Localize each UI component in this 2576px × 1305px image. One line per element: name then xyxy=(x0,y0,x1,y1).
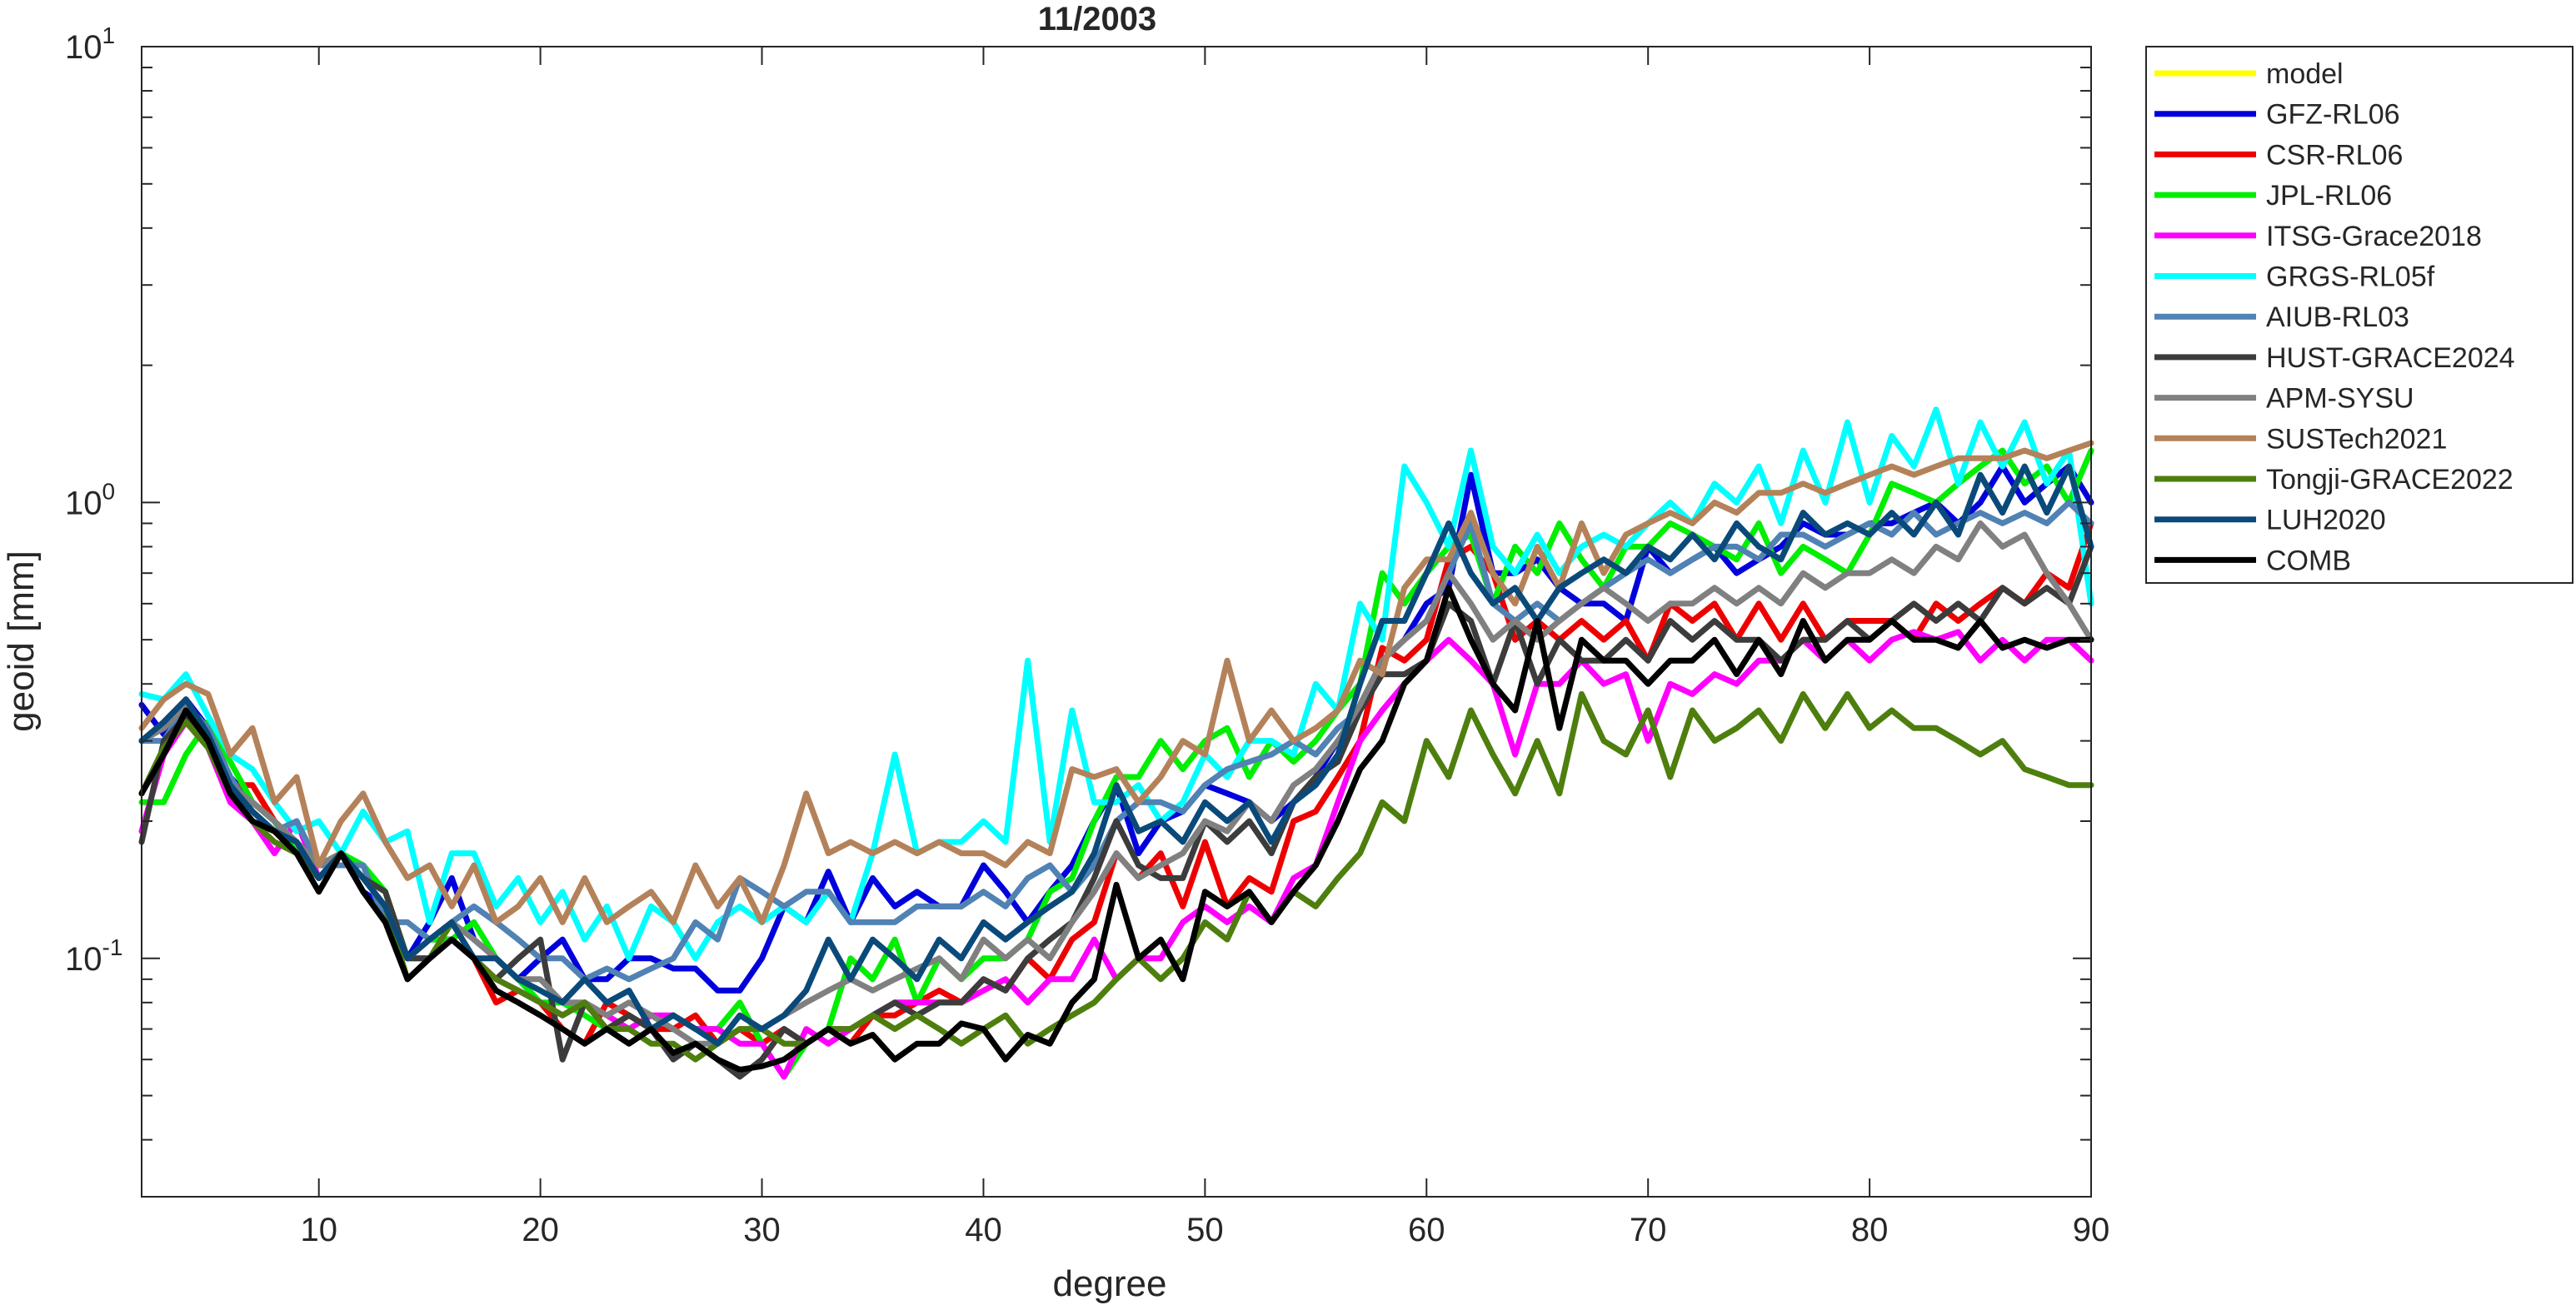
series-line-apm-sysu xyxy=(138,520,2094,1047)
series-line-jpl-rl06 xyxy=(138,447,2094,1080)
y-tick-label: 101 xyxy=(65,22,115,66)
y-tick-label: 100 xyxy=(65,478,115,521)
chart-title: 11/2003 xyxy=(1038,1,1156,37)
series-line-comb xyxy=(138,585,2094,1073)
legend-label: CSR-RL06 xyxy=(2266,139,2403,171)
x-tick-label: 50 xyxy=(1186,1212,1224,1248)
x-tick-label: 80 xyxy=(1851,1212,1889,1248)
legend-label: LUH2020 xyxy=(2266,505,2386,536)
y-axis-label: geoid [mm] xyxy=(1,550,42,732)
legend-label: JPL-RL06 xyxy=(2266,180,2392,212)
x-axis-label: degree xyxy=(1052,1263,1166,1304)
legend-label: ITSG-Grace2018 xyxy=(2266,221,2482,252)
series-line-grgs-rl05f xyxy=(138,406,2094,962)
legend-label: model xyxy=(2266,58,2344,90)
plot-frame xyxy=(141,46,2092,1198)
x-tick-label: 30 xyxy=(743,1212,781,1248)
legend-label: SUSTech2021 xyxy=(2266,423,2447,455)
x-tick-label: 10 xyxy=(300,1212,337,1248)
legend-label: Tongji-GRACE2022 xyxy=(2266,464,2514,496)
legend-label: APM-SYSU xyxy=(2266,383,2414,415)
legend-label: COMB xyxy=(2266,545,2351,576)
x-tick-label: 20 xyxy=(522,1212,559,1248)
x-axis: 10 20 30 40 50 60 70 80 90 xyxy=(300,47,2109,1248)
y-axis: 10-1 100 101 xyxy=(65,22,2091,1198)
x-tick-label: 40 xyxy=(965,1212,1002,1248)
series-line-luh2020 xyxy=(138,463,2094,1047)
legend-label: GRGS-RL05f xyxy=(2266,261,2435,293)
x-tick-label: 90 xyxy=(2073,1212,2110,1248)
legend: model GFZ-RL06 CSR-RL06 JPL-RL06 ITSG-Grace2… xyxy=(2145,46,2574,584)
plot-series xyxy=(138,406,2094,1080)
legend-label: AIUB-RL03 xyxy=(2266,301,2409,333)
legend-label: HUST-GRACE2024 xyxy=(2266,342,2515,374)
x-tick-label: 60 xyxy=(1408,1212,1445,1248)
legend-label: GFZ-RL06 xyxy=(2266,99,2400,131)
y-tick-label: 10-1 xyxy=(65,934,122,978)
x-tick-label: 70 xyxy=(1630,1212,1667,1248)
series-line-sustech2021 xyxy=(138,440,2094,925)
